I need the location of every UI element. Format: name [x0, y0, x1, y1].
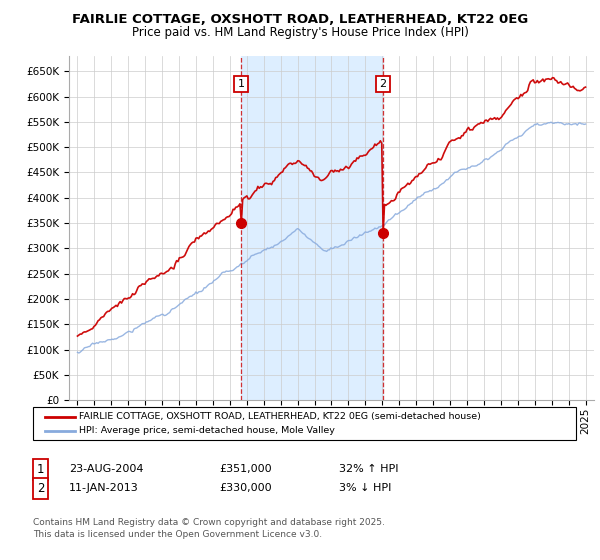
Text: 2: 2 — [37, 482, 44, 495]
Text: HPI: Average price, semi-detached house, Mole Valley: HPI: Average price, semi-detached house,… — [79, 426, 335, 435]
Text: Price paid vs. HM Land Registry's House Price Index (HPI): Price paid vs. HM Land Registry's House … — [131, 26, 469, 39]
Text: 2: 2 — [379, 79, 386, 89]
Text: 1: 1 — [37, 463, 44, 476]
Text: 1: 1 — [238, 79, 244, 89]
Text: 3% ↓ HPI: 3% ↓ HPI — [339, 483, 391, 493]
Text: 23-AUG-2004: 23-AUG-2004 — [69, 464, 143, 474]
Text: £330,000: £330,000 — [219, 483, 272, 493]
Text: 11-JAN-2013: 11-JAN-2013 — [69, 483, 139, 493]
Text: 32% ↑ HPI: 32% ↑ HPI — [339, 464, 398, 474]
Text: Contains HM Land Registry data © Crown copyright and database right 2025.
This d: Contains HM Land Registry data © Crown c… — [33, 518, 385, 539]
Text: £351,000: £351,000 — [219, 464, 272, 474]
Text: FAIRLIE COTTAGE, OXSHOTT ROAD, LEATHERHEAD, KT22 0EG: FAIRLIE COTTAGE, OXSHOTT ROAD, LEATHERHE… — [72, 13, 528, 26]
Text: FAIRLIE COTTAGE, OXSHOTT ROAD, LEATHERHEAD, KT22 0EG (semi-detached house): FAIRLIE COTTAGE, OXSHOTT ROAD, LEATHERHE… — [79, 412, 481, 421]
Bar — [241, 56, 383, 400]
